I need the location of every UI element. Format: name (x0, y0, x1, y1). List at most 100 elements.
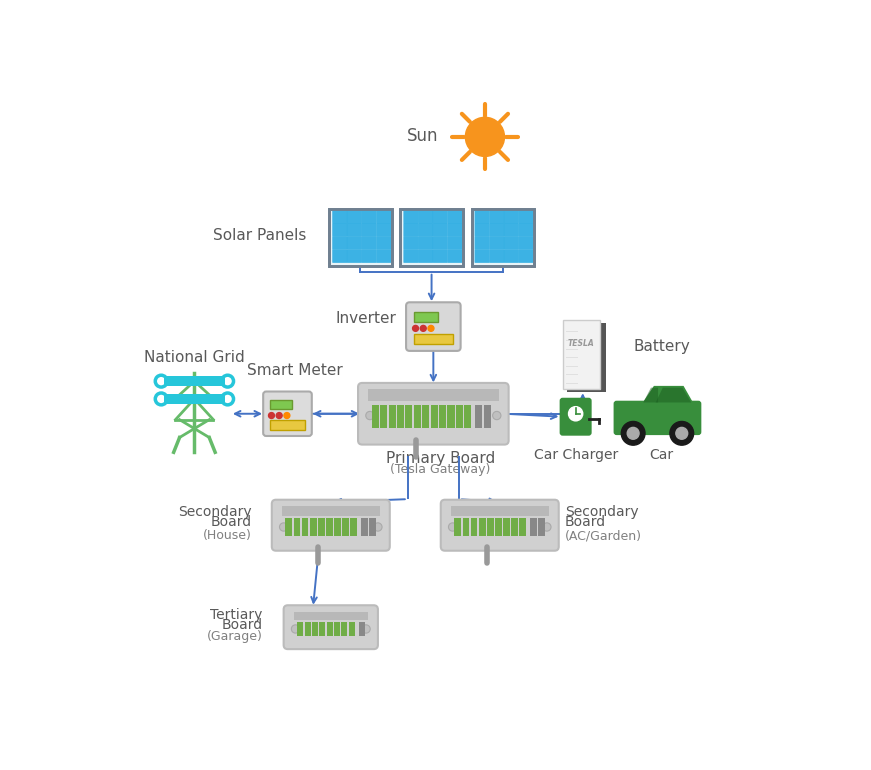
FancyBboxPatch shape (270, 400, 292, 409)
FancyBboxPatch shape (504, 249, 519, 263)
Polygon shape (643, 387, 658, 403)
FancyBboxPatch shape (475, 209, 490, 223)
FancyBboxPatch shape (490, 209, 504, 223)
FancyBboxPatch shape (376, 236, 391, 249)
FancyBboxPatch shape (433, 223, 448, 236)
Circle shape (361, 624, 370, 633)
FancyBboxPatch shape (511, 518, 518, 537)
Circle shape (291, 624, 300, 633)
FancyBboxPatch shape (359, 621, 365, 637)
FancyBboxPatch shape (347, 223, 361, 236)
Circle shape (493, 411, 501, 420)
Circle shape (268, 413, 274, 418)
FancyBboxPatch shape (448, 249, 463, 263)
FancyBboxPatch shape (348, 621, 354, 637)
FancyBboxPatch shape (439, 405, 446, 427)
Circle shape (428, 326, 434, 331)
FancyBboxPatch shape (270, 420, 305, 430)
Text: Battery: Battery (633, 339, 690, 353)
FancyBboxPatch shape (403, 209, 418, 223)
FancyBboxPatch shape (380, 405, 388, 427)
FancyBboxPatch shape (372, 405, 379, 427)
FancyBboxPatch shape (504, 209, 519, 223)
FancyBboxPatch shape (403, 249, 418, 263)
FancyBboxPatch shape (347, 209, 361, 223)
FancyBboxPatch shape (341, 621, 348, 637)
Circle shape (465, 117, 504, 156)
Circle shape (621, 421, 645, 445)
FancyBboxPatch shape (369, 518, 375, 537)
Polygon shape (656, 387, 692, 403)
FancyBboxPatch shape (403, 236, 418, 249)
FancyBboxPatch shape (405, 405, 413, 427)
FancyBboxPatch shape (376, 223, 391, 236)
FancyBboxPatch shape (286, 518, 293, 537)
FancyBboxPatch shape (334, 621, 340, 637)
Text: Board: Board (565, 515, 606, 529)
FancyBboxPatch shape (475, 405, 483, 427)
FancyBboxPatch shape (294, 612, 368, 620)
FancyBboxPatch shape (518, 249, 534, 263)
FancyBboxPatch shape (332, 236, 348, 249)
FancyBboxPatch shape (263, 391, 312, 436)
Circle shape (421, 326, 426, 331)
FancyBboxPatch shape (326, 518, 333, 537)
FancyBboxPatch shape (334, 518, 341, 537)
FancyBboxPatch shape (448, 405, 455, 427)
FancyBboxPatch shape (418, 236, 433, 249)
FancyBboxPatch shape (518, 209, 534, 223)
FancyBboxPatch shape (433, 209, 448, 223)
Text: Tertiary: Tertiary (210, 608, 262, 622)
FancyBboxPatch shape (347, 249, 361, 263)
FancyBboxPatch shape (487, 518, 494, 537)
FancyBboxPatch shape (376, 249, 391, 263)
FancyBboxPatch shape (495, 518, 502, 537)
FancyBboxPatch shape (564, 320, 599, 389)
FancyBboxPatch shape (312, 621, 318, 637)
FancyBboxPatch shape (451, 506, 549, 516)
FancyBboxPatch shape (310, 518, 316, 537)
FancyBboxPatch shape (518, 236, 534, 249)
FancyBboxPatch shape (530, 518, 537, 537)
Text: Board: Board (211, 515, 252, 529)
FancyBboxPatch shape (479, 518, 485, 537)
FancyBboxPatch shape (418, 249, 433, 263)
FancyBboxPatch shape (318, 518, 325, 537)
FancyBboxPatch shape (471, 209, 534, 266)
Text: TESLA: TESLA (568, 340, 594, 348)
FancyBboxPatch shape (164, 376, 226, 387)
Circle shape (413, 326, 419, 331)
Text: (Tesla Gateway): (Tesla Gateway) (390, 463, 490, 476)
Circle shape (543, 523, 551, 531)
FancyBboxPatch shape (433, 236, 448, 249)
FancyBboxPatch shape (294, 518, 300, 537)
FancyBboxPatch shape (361, 518, 368, 537)
FancyBboxPatch shape (332, 209, 348, 223)
FancyBboxPatch shape (347, 236, 361, 249)
FancyBboxPatch shape (503, 518, 510, 537)
Circle shape (276, 413, 282, 418)
FancyBboxPatch shape (519, 518, 526, 537)
FancyBboxPatch shape (297, 621, 303, 637)
Text: (AC/Garden): (AC/Garden) (565, 530, 642, 542)
Text: Secondary: Secondary (565, 505, 638, 519)
FancyBboxPatch shape (164, 393, 226, 404)
FancyBboxPatch shape (403, 223, 418, 236)
Circle shape (627, 427, 639, 439)
FancyBboxPatch shape (483, 405, 490, 427)
FancyBboxPatch shape (361, 249, 376, 263)
Text: Solar Panels: Solar Panels (213, 229, 307, 243)
Circle shape (366, 411, 374, 420)
FancyBboxPatch shape (376, 209, 391, 223)
Polygon shape (642, 386, 693, 403)
Circle shape (449, 523, 456, 531)
FancyBboxPatch shape (463, 518, 469, 537)
FancyBboxPatch shape (361, 209, 376, 223)
FancyBboxPatch shape (401, 209, 463, 266)
FancyBboxPatch shape (567, 323, 605, 391)
FancyBboxPatch shape (320, 621, 326, 637)
FancyBboxPatch shape (490, 223, 504, 236)
FancyBboxPatch shape (388, 405, 395, 427)
Text: (House): (House) (203, 530, 252, 542)
FancyBboxPatch shape (430, 405, 438, 427)
